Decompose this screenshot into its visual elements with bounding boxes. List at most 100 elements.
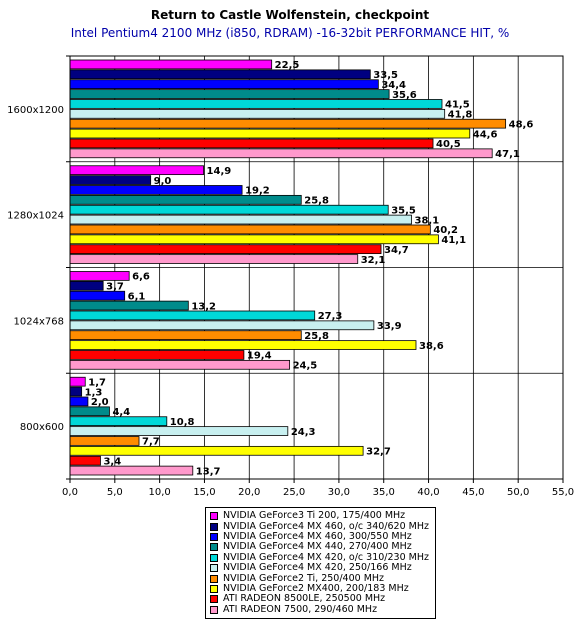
x-tick-label: 45,0 (462, 487, 484, 498)
data-label: 48,6 (509, 119, 534, 130)
category-label: 1280x1024 (7, 211, 64, 222)
category-label: 1024x768 (14, 316, 64, 327)
data-label: 32,1 (361, 255, 386, 266)
legend-item: ATI RADEON 8500LE, 250500 MHz (210, 594, 429, 604)
data-label: 25,8 (304, 331, 329, 342)
data-label: 40,2 (433, 225, 458, 236)
bar (69, 234, 439, 245)
legend-item: NVIDIA GeForce4 MX 460, 300/550 MHz (210, 531, 429, 542)
plot-frame (69, 55, 564, 480)
legend-swatch (210, 605, 218, 614)
bar (69, 330, 302, 341)
axis-layer: 0,0 5,0 10,0 15,0 20,0 25,0 30,0 35,0 40,0 45,0 50… (7, 55, 574, 498)
data-label: 32,7 (366, 447, 391, 458)
data-label: 10,8 (170, 417, 195, 428)
data-label: 27,3 (318, 311, 343, 322)
data-label: 19,2 (245, 186, 270, 197)
data-label: 19,4 (247, 351, 272, 362)
legend-swatch (210, 543, 218, 552)
x-tick-label: 50,0 (507, 487, 529, 498)
data-label: 1,3 (85, 387, 103, 398)
category-label: 1600x1200 (7, 105, 64, 116)
bar (69, 79, 379, 90)
data-label: 41,8 (448, 110, 473, 121)
x-tick-label: 40,0 (417, 487, 439, 498)
legend-label: NVIDIA GeForce2 Ti, 250/400 MHz (223, 572, 385, 584)
data-labels-layer: 22,5 33,534,435,6 41,541,8 48,6 44,6 40,5 47,1… (85, 60, 534, 477)
data-label: 38,6 (419, 341, 444, 352)
legend-label: NVIDIA GeForce4 MX 420, o/c 310/230 MHz (223, 551, 429, 563)
legend-label: NVIDIA GeForce4 MX 440, 270/400 MHz (223, 541, 412, 553)
data-label: 14,9 (207, 166, 232, 177)
legend-item: NVIDIA GeForce4 MX 420, o/c 310/230 MHz (210, 551, 429, 563)
data-label: 6,6 (132, 272, 150, 283)
bar (69, 465, 194, 476)
bar (69, 138, 434, 149)
legend-swatch (210, 584, 218, 593)
bar (69, 118, 507, 129)
bar (69, 99, 443, 109)
legend-swatch (210, 553, 218, 562)
legend-label: ATI RADEON 7500, 290/460 MHz (223, 603, 378, 615)
data-label: 35,5 (391, 205, 416, 216)
x-tick-label: 25,0 (283, 487, 305, 498)
bar (69, 396, 89, 407)
x-tick-label: 15,0 (193, 487, 215, 498)
bar (69, 194, 302, 205)
category-label: 800x600 (20, 422, 64, 433)
bar (69, 359, 291, 370)
legend-label: NVIDIA GeForce4 MX 460, o/c 340/620 MHz (223, 520, 429, 532)
bar (69, 436, 140, 446)
bar (69, 445, 364, 456)
bar (69, 271, 130, 281)
data-label: 34,7 (384, 245, 409, 256)
x-tick-label: 10,0 (149, 487, 171, 498)
legend-item: NVIDIA GeForce2 Ti, 250/400 MHz (210, 573, 429, 583)
bar (69, 376, 86, 387)
x-tick-label: 35,0 (373, 487, 395, 498)
bar (69, 386, 83, 397)
bar (69, 455, 101, 466)
bar (69, 59, 273, 70)
legend: NVIDIA GeForce3 Ti 200, 175/400 MHz NVIDI… (205, 507, 436, 619)
data-label: 33,5 (373, 70, 398, 81)
bar (69, 224, 431, 235)
bar (69, 244, 382, 255)
x-tick-label: 30,0 (328, 487, 350, 498)
legend-swatch (210, 564, 218, 573)
data-label: 41,1 (441, 235, 466, 246)
bar (69, 300, 189, 311)
bar (69, 320, 375, 331)
bar (69, 340, 417, 350)
bar (69, 350, 245, 360)
legend-item: NVIDIA GeForce3 Ti 200, 175/400 MHz (210, 511, 429, 521)
data-label: 3,4 (103, 456, 121, 467)
data-label: 1,7 (88, 377, 106, 388)
data-label: 35,6 (392, 90, 417, 101)
data-label: 9,0 (154, 176, 172, 187)
data-label: 6,1 (128, 291, 146, 302)
legend-swatch (210, 512, 218, 521)
data-label: 2,0 (91, 397, 109, 408)
data-label: 41,5 (445, 100, 470, 111)
chart-subtitle: Intel Pentium4 2100 MHz (i850, RDRAM) -1… (70, 26, 510, 40)
bar (69, 185, 243, 195)
bar (69, 416, 168, 427)
bar (69, 108, 446, 119)
bar (69, 280, 104, 291)
data-label: 22,5 (275, 60, 300, 71)
data-label: 13,7 (196, 466, 221, 477)
bar (69, 310, 316, 321)
legend-item: NVIDIA GeForce4 MX 420, 250/166 MHz (210, 563, 429, 573)
data-label: 24,3 (291, 427, 316, 438)
legend-label: NVIDIA GeForce3 Ti 200, 175/400 MHz (223, 510, 406, 522)
data-label: 34,4 (381, 80, 406, 91)
bar (69, 89, 390, 99)
bar (69, 214, 412, 225)
legend-item: NVIDIA GeForce4 MX 440, 270/400 MHz (210, 542, 429, 552)
legend-label: NVIDIA GeForce2 MX400, 200/183 MHz (223, 582, 409, 594)
data-label: 3,7 (106, 282, 124, 293)
data-label: 4,4 (112, 407, 130, 418)
legend-item: NVIDIA GeForce4 MX 460, o/c 340/620 MHz (210, 521, 429, 531)
